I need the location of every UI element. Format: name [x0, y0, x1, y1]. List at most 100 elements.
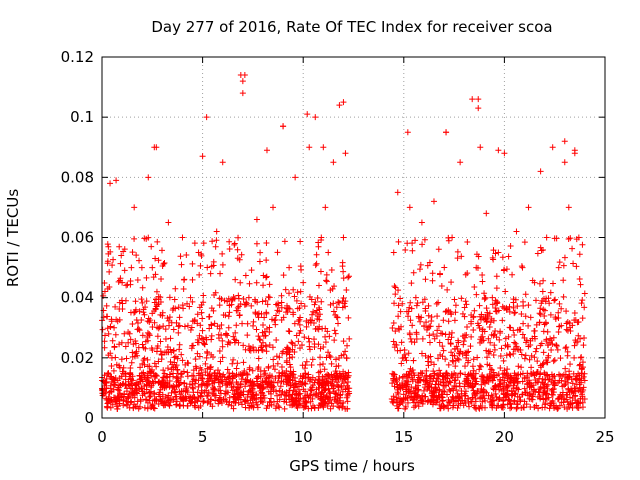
data-point	[551, 357, 558, 364]
data-point	[531, 386, 538, 393]
data-point	[399, 300, 406, 307]
data-point	[391, 283, 398, 290]
data-point	[475, 105, 482, 112]
data-point	[466, 403, 473, 410]
data-point	[158, 381, 165, 388]
data-point	[262, 342, 269, 349]
data-point	[105, 330, 112, 337]
data-point	[495, 147, 502, 154]
data-point	[157, 311, 164, 318]
data-point	[291, 293, 298, 300]
data-point	[183, 387, 190, 394]
data-point	[189, 395, 196, 402]
data-point	[540, 295, 547, 302]
data-point	[173, 398, 180, 405]
data-point	[139, 284, 146, 291]
data-point	[462, 388, 469, 395]
data-point	[553, 343, 560, 350]
data-point	[549, 144, 556, 151]
data-point	[403, 357, 410, 364]
data-point	[544, 328, 551, 335]
data-point	[162, 326, 169, 333]
data-point	[473, 405, 480, 412]
data-point	[132, 298, 139, 305]
data-point	[430, 393, 437, 400]
data-point	[230, 356, 237, 363]
data-point	[286, 354, 293, 361]
data-point	[452, 302, 459, 309]
data-point	[199, 327, 206, 334]
data-point	[136, 257, 143, 264]
data-point	[544, 359, 551, 366]
data-point	[242, 378, 249, 385]
data-point	[213, 237, 220, 244]
data-point	[446, 378, 453, 385]
data-point	[445, 405, 452, 412]
data-point	[189, 378, 196, 385]
data-point	[427, 375, 434, 382]
data-point	[581, 370, 588, 377]
data-point	[224, 366, 231, 373]
data-point	[426, 339, 433, 346]
data-point	[429, 270, 436, 277]
data-point	[424, 398, 431, 405]
data-point	[431, 361, 438, 368]
data-point	[274, 307, 281, 314]
data-point	[447, 308, 454, 315]
data-point	[496, 336, 503, 343]
data-point	[203, 387, 210, 394]
data-point	[242, 404, 249, 411]
data-point	[105, 369, 112, 376]
data-point	[435, 246, 442, 253]
data-point	[561, 159, 568, 166]
data-point	[283, 399, 290, 406]
data-point	[116, 305, 123, 312]
data-point	[102, 389, 109, 396]
data-point	[407, 317, 414, 324]
data-point	[107, 373, 114, 380]
data-point	[567, 327, 574, 334]
data-point	[520, 320, 527, 327]
data-point	[266, 294, 273, 301]
data-point	[553, 235, 560, 242]
data-point	[324, 393, 331, 400]
data-point	[393, 342, 400, 349]
data-point	[336, 354, 343, 361]
data-point	[416, 266, 423, 273]
data-point	[344, 391, 351, 398]
data-point	[221, 297, 228, 304]
data-point	[520, 298, 527, 305]
data-point	[101, 338, 108, 345]
data-point	[531, 404, 538, 411]
data-point	[262, 378, 269, 385]
data-point	[286, 361, 293, 368]
data-point	[555, 264, 562, 271]
data-point	[143, 298, 150, 305]
data-point	[408, 305, 415, 312]
y-tick-label: 0.08	[61, 168, 94, 186]
x-tick-label: 15	[394, 428, 413, 446]
data-point	[286, 328, 293, 335]
data-point	[497, 353, 504, 360]
data-point	[390, 377, 397, 384]
data-point	[458, 295, 465, 302]
data-point	[426, 259, 433, 266]
data-point	[392, 328, 399, 335]
data-point	[482, 380, 489, 387]
data-point	[233, 379, 240, 386]
data-point	[472, 380, 479, 387]
data-point	[532, 297, 539, 304]
data-point	[107, 180, 114, 187]
data-point	[548, 337, 555, 344]
data-point	[216, 348, 223, 355]
data-point	[570, 260, 577, 267]
data-point	[222, 390, 229, 397]
data-point	[413, 336, 420, 343]
data-point	[561, 404, 568, 411]
data-point	[322, 204, 329, 211]
data-point	[144, 356, 151, 363]
data-point	[203, 336, 210, 343]
data-point	[529, 396, 536, 403]
data-point	[184, 369, 191, 376]
data-point	[285, 327, 292, 334]
